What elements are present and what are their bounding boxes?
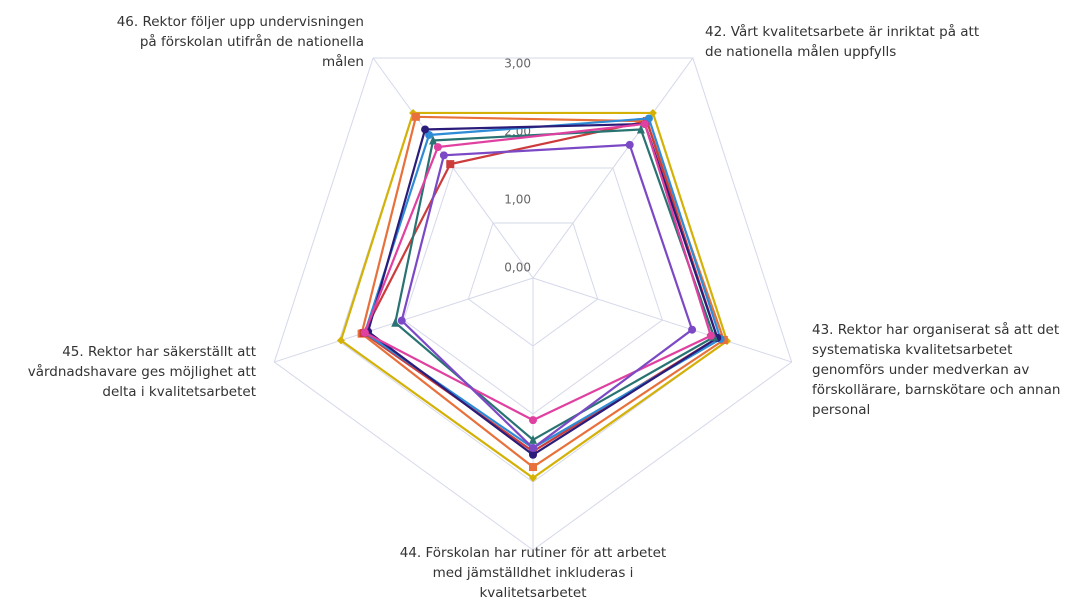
point (397, 316, 406, 325)
series-line (400, 143, 694, 450)
category-label: 43. Rektor har organiserat så att det sy… (812, 322, 1061, 418)
point (529, 444, 537, 452)
point (688, 325, 697, 334)
category-label: 46. Rektor följer upp undervisningen på … (116, 14, 364, 70)
point (706, 331, 715, 340)
grid-ring (467, 222, 599, 347)
series-line (366, 122, 719, 457)
point (640, 119, 649, 128)
point (439, 151, 448, 160)
spoke (532, 57, 694, 279)
y-tick-label: 3,00 (504, 57, 531, 71)
series-line (360, 115, 726, 469)
point (529, 473, 537, 482)
point (446, 160, 455, 169)
y-tick-label: 1,00 (504, 193, 531, 207)
point (648, 108, 657, 117)
grid-ring (273, 57, 793, 551)
point (433, 143, 442, 152)
point (529, 416, 537, 425)
point (625, 140, 634, 149)
point (644, 114, 653, 123)
spoke (532, 277, 792, 363)
point (360, 328, 369, 337)
point (529, 450, 537, 459)
category-label: 45. Rektor har säkerställt att vårdnadsh… (27, 344, 256, 400)
category-label: 44. Förskolan har rutiner för att arbete… (399, 545, 667, 601)
point (391, 317, 400, 327)
point (425, 130, 434, 139)
grid-ring (403, 167, 663, 415)
y-tick-label: 0,00 (504, 261, 531, 275)
point (421, 125, 430, 134)
point (529, 463, 537, 472)
point (636, 124, 645, 134)
category-label: 42. Vårt kvalitetsarbete är inriktat på … (705, 24, 980, 60)
point (429, 135, 438, 145)
series-line (339, 111, 729, 480)
series-line (363, 122, 713, 422)
point (336, 336, 345, 345)
point (529, 434, 537, 444)
point (411, 112, 420, 121)
series-line (363, 117, 722, 450)
